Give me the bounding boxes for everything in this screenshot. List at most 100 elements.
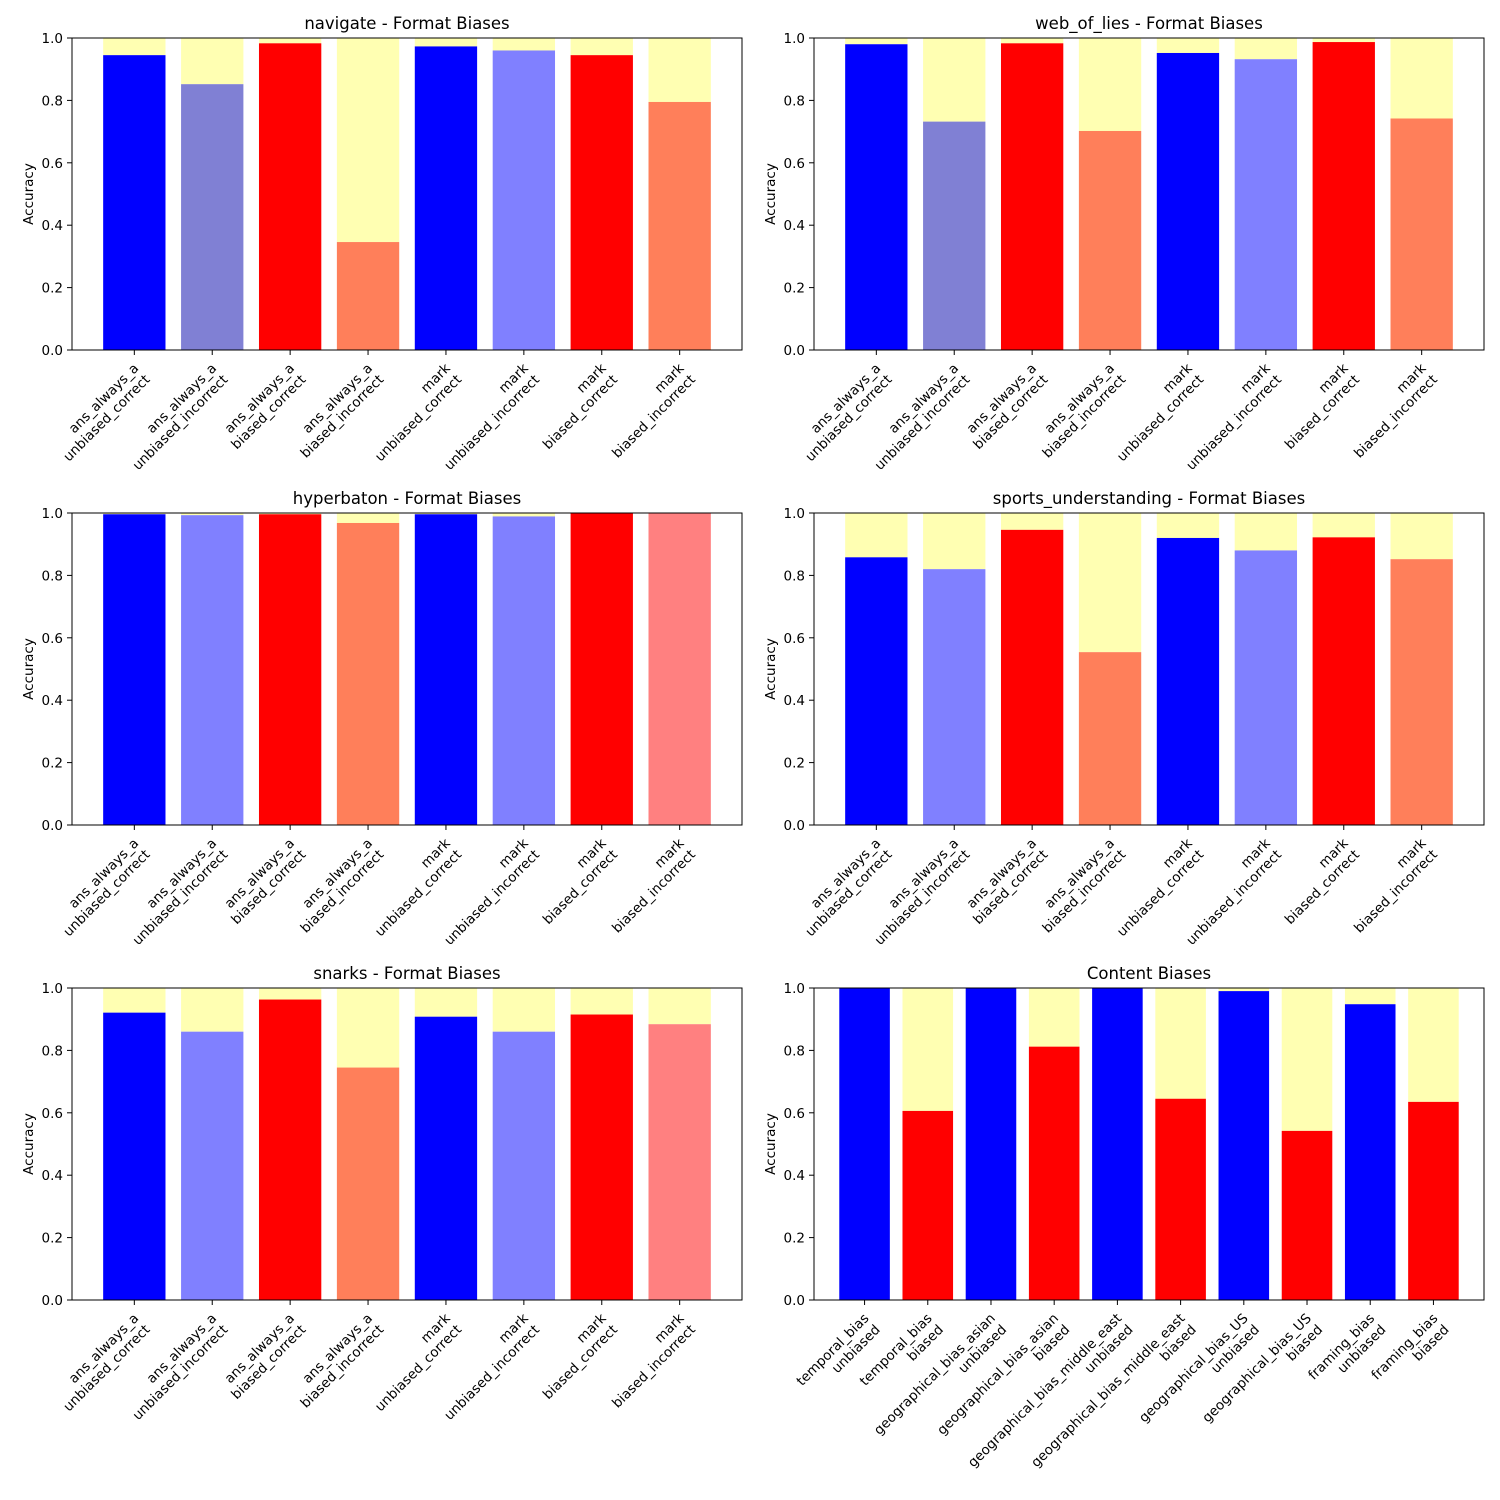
bar [923,121,986,350]
y-tick-label: 0.8 [784,1043,805,1059]
x-tick-label: framing_biasbiased [1368,1311,1452,1395]
bar [965,988,1017,1300]
bar [923,569,986,825]
y-tick-label: 0.4 [784,693,805,709]
y-tick-label: 1.0 [42,981,63,997]
remainder-bar [1156,38,1220,53]
bar [103,514,166,825]
bar [492,516,556,825]
bar [336,522,400,825]
y-tick-label: 0.2 [784,756,805,772]
remainder-bar [1281,988,1333,1131]
x-tick-label: ans_always_aunbiased_correct [791,361,895,465]
bar [1281,1130,1333,1300]
y-tick-label: 0.2 [42,1231,63,1247]
plot-frame [71,37,743,351]
remainder-bar [1156,513,1220,538]
bar [1234,550,1298,825]
y-axis-label: Accuracy [763,638,779,700]
bar [1078,130,1142,350]
y-tick-label: 0.6 [42,156,63,172]
y-tick-label: 1.0 [784,506,805,522]
bar [570,1014,633,1300]
bar [648,513,711,825]
y-tick-label: 1.0 [42,506,63,522]
remainder-bar [181,38,244,85]
bar [1000,529,1064,825]
bar [492,1031,556,1300]
bar [1155,1098,1206,1300]
remainder-bar [570,38,633,56]
x-tick-label: ans_always_aunbiased_correct [49,1311,153,1415]
bar [103,1012,166,1300]
remainder-bar [923,38,986,122]
plot-frame [71,987,743,1301]
remainder-bar [258,38,322,44]
y-tick-label: 0.2 [784,1231,805,1247]
bar [1028,1046,1080,1300]
chart-title: sports_understanding - Format Biases [993,489,1305,509]
chart-title: navigate - Format Biases [304,14,509,33]
bar [1218,991,1270,1300]
bar [1234,59,1298,350]
remainder-bar [103,988,166,1013]
remainder-bar [336,988,400,1068]
y-tick-label: 0.8 [42,1043,63,1059]
remainder-bar [845,38,908,45]
bar [1156,537,1220,825]
remainder-bar [1390,38,1453,119]
y-tick-label: 0.2 [42,756,63,772]
remainder-bar [336,38,400,243]
bar [1078,652,1142,825]
bar [570,513,633,825]
remainder-bar [1000,38,1064,44]
bar [648,101,711,351]
bar [570,55,633,350]
x-tick-label: ans_always_abiased_correct [217,836,309,928]
bar [181,84,244,351]
bar [845,557,908,825]
remainder-bar [492,513,556,517]
y-tick-label: 0.8 [784,93,805,109]
remainder-bar [1078,513,1142,653]
y-axis-label: Accuracy [21,163,37,225]
x-tick-label: ans_always_abiased_correct [217,1311,309,1403]
y-tick-label: 0.8 [42,568,63,584]
y-tick-label: 0.4 [784,218,805,234]
bar [1408,1101,1459,1300]
remainder-bar [1312,38,1375,43]
x-tick-label: ans_always_aunbiased_correct [49,361,153,465]
y-tick-label: 0.0 [784,818,805,834]
chart-panel: snarks - Format Biases Accuracy 0.0 0.2 0.4 0… [21,964,743,1424]
y-axis-label: Accuracy [21,1113,37,1175]
remainder-bar [103,38,166,56]
remainder-bar [570,988,633,1015]
y-tick-label: 0.4 [42,693,63,709]
y-tick-label: 1.0 [42,31,63,47]
remainder-bar [1078,38,1142,131]
remainder-bar [1028,988,1080,1047]
y-tick-label: 0.6 [784,156,805,172]
y-tick-label: 0.0 [784,1293,805,1309]
x-tick-label: ans_always_aunbiased_correct [49,836,153,940]
remainder-bar [845,513,908,558]
remainder-bar [258,513,322,515]
y-tick-label: 0.6 [42,631,63,647]
remainder-bar [414,513,478,515]
y-tick-label: 0.4 [42,1168,63,1184]
bar [414,1016,478,1300]
y-tick-label: 1.0 [784,31,805,47]
remainder-bar [1312,513,1375,538]
remainder-bar [1000,513,1064,530]
remainder-bar [1344,988,1396,1005]
x-tick-label: ans_always_aunbiased_correct [791,836,895,940]
remainder-bar [414,988,478,1017]
y-tick-label: 0.0 [784,343,805,359]
x-tick-label: markbiased_correct [529,1310,621,1402]
remainder-bar [258,988,322,1000]
bar [1390,559,1453,825]
bar [1156,52,1220,350]
y-tick-label: 0.6 [784,1106,805,1122]
bar [648,1024,711,1300]
